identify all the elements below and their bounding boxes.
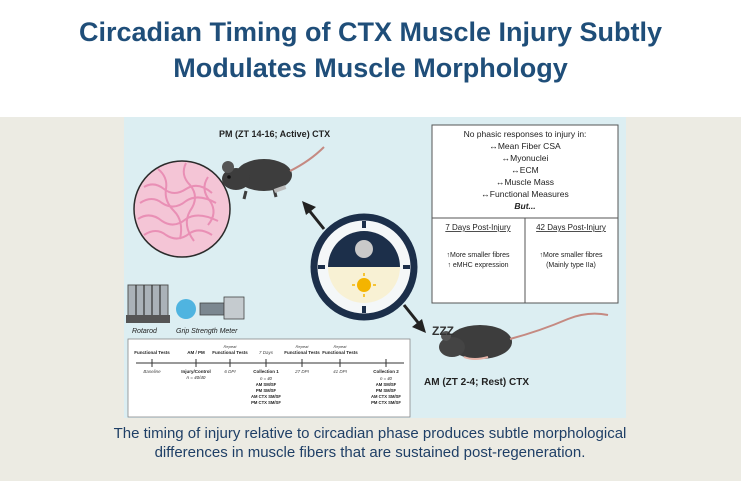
timeline-stage: Collection 1 bbox=[253, 369, 279, 374]
timeline-repeat-label: Repeat bbox=[334, 344, 348, 349]
timeline-top-label: AM / PM bbox=[187, 350, 205, 355]
rotarod-image bbox=[126, 284, 170, 323]
collection-line: n = 40 bbox=[260, 376, 272, 381]
timeline-top-label: Functional Tests bbox=[134, 350, 170, 355]
sleeping-mouse-image bbox=[439, 312, 609, 360]
timeline-stage: 41 DPI bbox=[333, 369, 348, 374]
timeline-top-label: Functional Tests bbox=[212, 350, 248, 355]
day7-line: ↑More smaller fibres bbox=[446, 252, 510, 259]
rotarod-label: Rotarod bbox=[132, 328, 158, 335]
collection-line: PM CTX SM/SF bbox=[371, 400, 401, 405]
timeline-top-label: Functional Tests bbox=[284, 350, 320, 355]
box-item: ↔Myonuclei bbox=[502, 153, 549, 163]
pm-ctx-label: PM (ZT 14-16; Active) CTX bbox=[219, 129, 330, 139]
results-box bbox=[431, 124, 619, 304]
arrow-to-pm bbox=[302, 201, 326, 230]
timeline-n: n = 40/40 bbox=[187, 375, 206, 380]
arrow-to-am bbox=[402, 304, 426, 333]
box-but: But... bbox=[514, 201, 535, 211]
grip-strength-meter-image bbox=[176, 296, 245, 320]
timeline-top-label: 7 Days bbox=[259, 350, 274, 355]
figure-svg: PM (ZT 14-16; Active) CTX bbox=[126, 124, 619, 418]
box-heading: No phasic responses to injury in: bbox=[464, 129, 587, 139]
muscle-section-image bbox=[133, 160, 231, 258]
collection-line: AM CTX SM/SF bbox=[371, 394, 401, 399]
am-ctx-label: AM (ZT 2-4; Rest) CTX bbox=[424, 377, 529, 388]
title-line-1: Circadian Timing of CTX Muscle Injury Su… bbox=[78, 17, 663, 47]
day7-header: 7 Days Post-Injury bbox=[445, 223, 510, 232]
active-mouse-image bbox=[222, 146, 325, 200]
collection-line: AM SM/SF bbox=[256, 382, 277, 387]
timeline-stage: Collection 2 bbox=[373, 369, 399, 374]
timeline-stage: 27 DPI bbox=[294, 369, 310, 374]
timeline-stage: 6 DPI bbox=[224, 369, 236, 374]
timeline-repeat-label: Repeat bbox=[296, 344, 310, 349]
title-line-2: Modulates Muscle Morphology bbox=[173, 53, 568, 83]
collection-line: PM SM/SF bbox=[376, 388, 397, 393]
figure-caption: The timing of injury relative to circadi… bbox=[113, 425, 627, 461]
collection-line: PM SM/SF bbox=[256, 388, 277, 393]
box-item: ↔ECM bbox=[511, 165, 538, 175]
collection-line: AM SM/SF bbox=[376, 382, 397, 387]
circadian-clock-icon bbox=[310, 213, 418, 321]
timeline-top-label: Functional Tests bbox=[322, 350, 358, 355]
collection-line: AM CTX SM/SF bbox=[251, 394, 281, 399]
collection-line: PM CTX SM/SF bbox=[251, 400, 281, 405]
graphical-abstract: PM (ZT 14-16; Active) CTX bbox=[124, 117, 626, 418]
page-title: Circadian Timing of CTX Muscle Injury Su… bbox=[0, 14, 741, 86]
day7-line: ↑ eMHC expression bbox=[447, 262, 508, 269]
day42-header: 42 Days Post-Injury bbox=[536, 223, 606, 232]
day42-line: (Mainly type IIa) bbox=[546, 262, 596, 269]
box-item: ↔Mean Fiber CSA bbox=[489, 141, 561, 151]
experimental-timeline bbox=[127, 338, 411, 418]
grip-label: Grip Strength Meter bbox=[176, 328, 238, 335]
timeline-repeat-label: Repeat bbox=[224, 344, 238, 349]
box-item: ↔Functional Measures bbox=[481, 189, 568, 199]
zzz-label: ZZZ bbox=[432, 324, 454, 338]
timeline-stage: Baseline bbox=[143, 369, 161, 374]
collection-line: n = 40 bbox=[380, 376, 392, 381]
box-item: ↔Muscle Mass bbox=[496, 177, 554, 187]
day42-line: ↑More smaller fibres bbox=[539, 252, 603, 259]
timeline-stage: Injury/Control bbox=[181, 369, 211, 374]
